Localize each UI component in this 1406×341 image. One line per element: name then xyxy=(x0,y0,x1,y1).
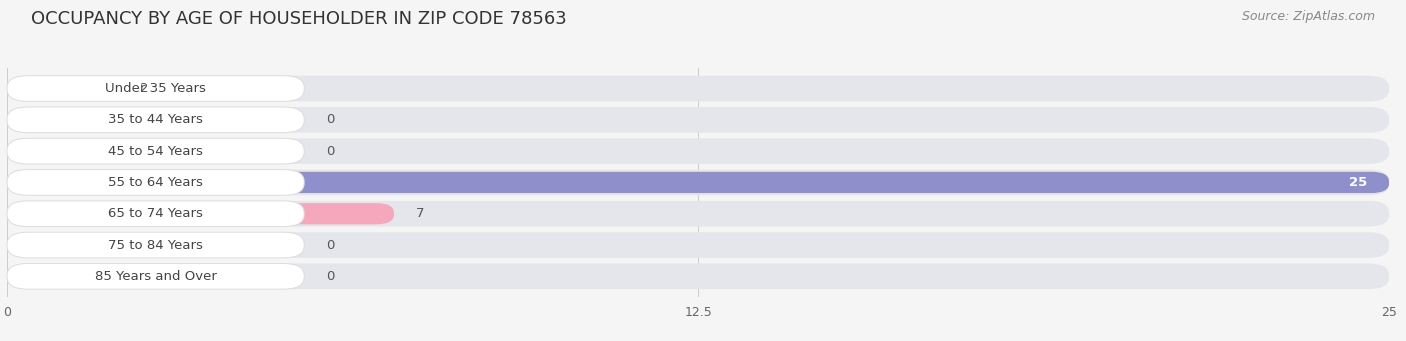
Text: 25: 25 xyxy=(1348,176,1367,189)
Text: 45 to 54 Years: 45 to 54 Years xyxy=(108,145,202,158)
Text: Source: ZipAtlas.com: Source: ZipAtlas.com xyxy=(1241,10,1375,23)
FancyBboxPatch shape xyxy=(7,169,304,195)
Text: 2: 2 xyxy=(139,82,148,95)
Text: 7: 7 xyxy=(416,207,425,220)
FancyBboxPatch shape xyxy=(7,78,118,99)
FancyBboxPatch shape xyxy=(7,264,1389,289)
Text: 65 to 74 Years: 65 to 74 Years xyxy=(108,207,202,220)
FancyBboxPatch shape xyxy=(7,76,304,101)
FancyBboxPatch shape xyxy=(7,107,1389,133)
Text: 0: 0 xyxy=(326,270,335,283)
Text: 0: 0 xyxy=(326,113,335,126)
FancyBboxPatch shape xyxy=(7,232,1389,258)
Text: 0: 0 xyxy=(326,145,335,158)
Text: 75 to 84 Years: 75 to 84 Years xyxy=(108,239,202,252)
Text: 0: 0 xyxy=(326,239,335,252)
FancyBboxPatch shape xyxy=(7,201,304,226)
FancyBboxPatch shape xyxy=(7,169,1389,195)
FancyBboxPatch shape xyxy=(7,264,304,289)
FancyBboxPatch shape xyxy=(7,138,1389,164)
FancyBboxPatch shape xyxy=(7,201,1389,226)
FancyBboxPatch shape xyxy=(7,107,304,133)
FancyBboxPatch shape xyxy=(7,172,1389,193)
FancyBboxPatch shape xyxy=(7,138,304,164)
FancyBboxPatch shape xyxy=(7,76,1389,101)
FancyBboxPatch shape xyxy=(7,203,394,224)
Text: Under 35 Years: Under 35 Years xyxy=(105,82,207,95)
Text: 35 to 44 Years: 35 to 44 Years xyxy=(108,113,202,126)
Text: 55 to 64 Years: 55 to 64 Years xyxy=(108,176,202,189)
Text: OCCUPANCY BY AGE OF HOUSEHOLDER IN ZIP CODE 78563: OCCUPANCY BY AGE OF HOUSEHOLDER IN ZIP C… xyxy=(31,10,567,28)
FancyBboxPatch shape xyxy=(7,232,304,258)
Text: 85 Years and Over: 85 Years and Over xyxy=(94,270,217,283)
